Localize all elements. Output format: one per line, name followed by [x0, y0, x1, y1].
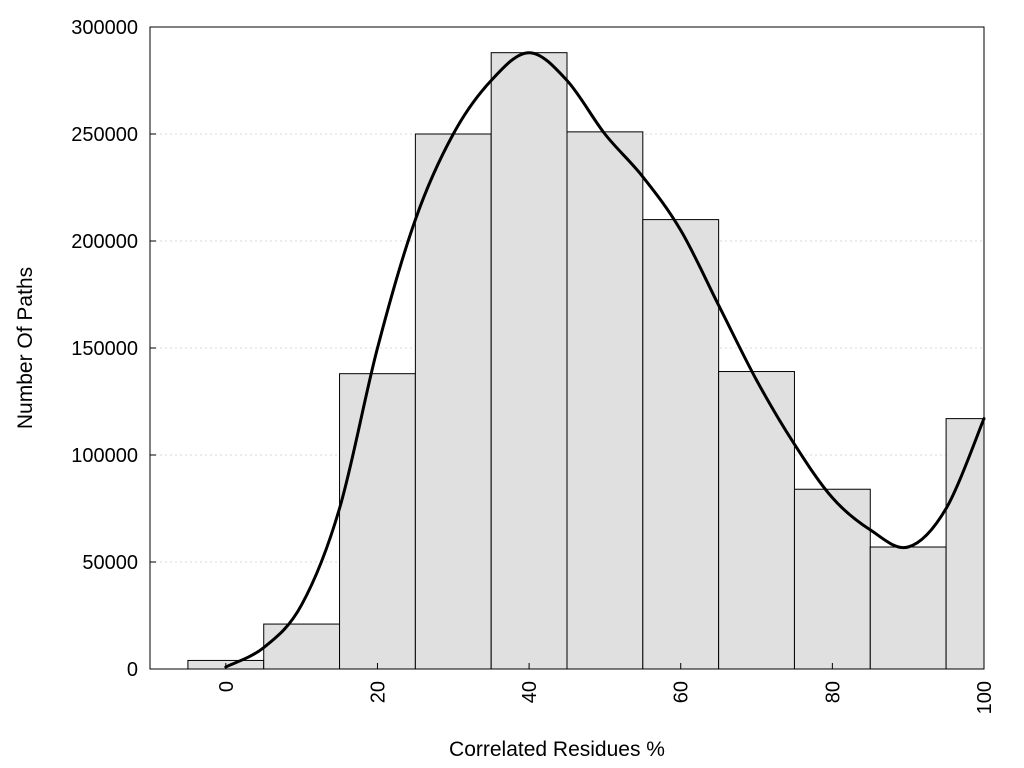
y-tick-label: 50000	[82, 552, 138, 574]
bar	[566, 131, 644, 670]
bar	[490, 52, 568, 670]
x-tick-label: 40	[519, 681, 541, 703]
bar	[263, 623, 341, 670]
bar	[793, 488, 871, 670]
bar	[339, 373, 416, 670]
density-curve	[224, 51, 986, 669]
y-tick-label: 0	[127, 659, 138, 681]
bar	[718, 371, 795, 670]
y-tick-label: 100000	[71, 445, 138, 467]
y-tick-label: 200000	[71, 231, 138, 253]
y-axis-label: Number Of Paths	[14, 267, 37, 429]
bar	[945, 418, 985, 670]
y-tick-label: 150000	[71, 338, 138, 360]
x-axis-label: Correlated Residues %	[449, 738, 665, 761]
x-axis-ticks: 0 20 40 60 80 100	[216, 663, 996, 714]
bar	[869, 546, 947, 670]
x-tick-label: 0	[216, 681, 238, 692]
y-tick-label: 300000	[71, 17, 138, 39]
bar	[414, 133, 492, 670]
x-tick-label: 80	[822, 681, 844, 703]
y-tick-label: 250000	[71, 124, 138, 146]
x-tick-label: 20	[367, 681, 389, 703]
y-axis-ticks: 0 50000 100000 150000 200000 250000 300000	[71, 17, 156, 681]
x-tick-label: 100	[974, 681, 996, 714]
bar	[642, 219, 720, 670]
x-tick-label: 60	[671, 681, 693, 703]
bars	[187, 52, 985, 670]
